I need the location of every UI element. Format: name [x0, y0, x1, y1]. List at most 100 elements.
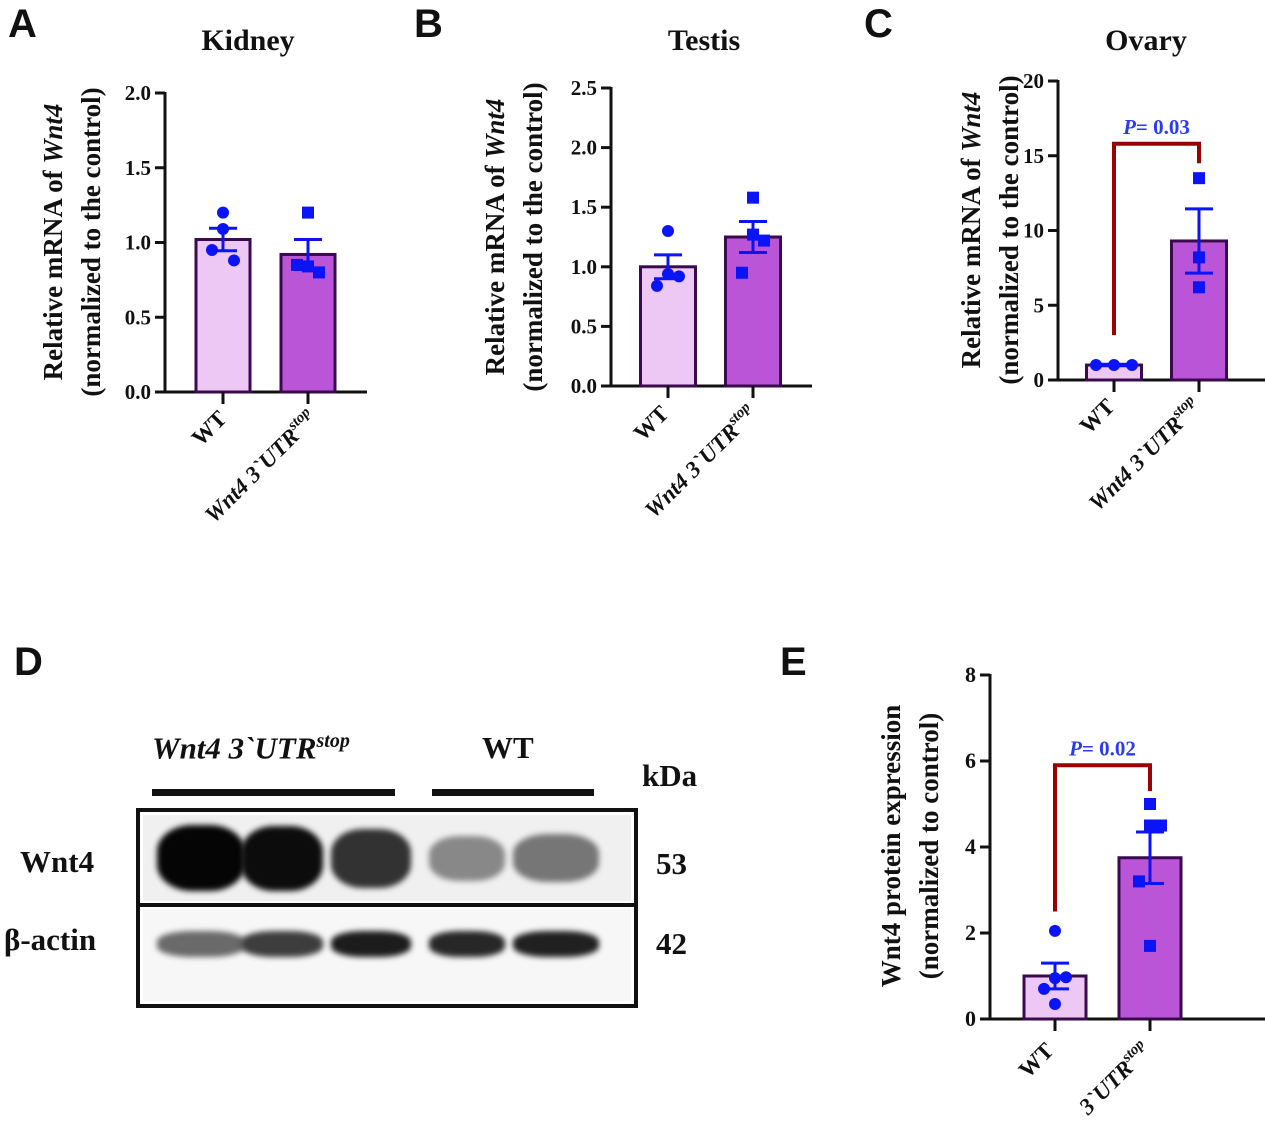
blot-group-mutant-label: Wnt4 3`UTRstop [152, 730, 350, 766]
y-axis-label-line1: Relative mRNA of Wnt4 [480, 99, 510, 376]
blot-band [513, 834, 599, 882]
blot-frame [136, 808, 638, 1008]
blot-band [241, 826, 323, 891]
y-tick-label: 0 [1034, 368, 1045, 392]
chart-title: Testis [668, 24, 740, 57]
p-value-label: P= 0.02 [1068, 736, 1136, 760]
data-point-circle [1060, 971, 1072, 984]
x-category-text: WT [1075, 394, 1120, 439]
x-category-label-wt: WT [629, 401, 674, 446]
bar-mutant [279, 252, 337, 394]
significance-bracket [1053, 763, 1152, 912]
blot-group-mutant-text: Wnt4 3`UTR [152, 730, 317, 766]
data-point-circle [1126, 359, 1138, 372]
y-tick-label: 0.0 [571, 374, 597, 398]
data-point-square [1144, 939, 1156, 952]
panel-letter-b: B [414, 2, 443, 46]
significance-bracket [1112, 141, 1201, 336]
bar-wt [194, 238, 252, 394]
y-tick-label: 2.0 [125, 81, 151, 105]
x-category-text: WT [187, 406, 232, 451]
bar-mutant [724, 235, 782, 388]
y-axis-label-text: Relative mRNA of [38, 164, 68, 381]
data-point-circle [673, 270, 685, 283]
blot-band [429, 836, 505, 881]
y-tick-label: 15 [1023, 144, 1044, 168]
chart-title: Ovary [1105, 24, 1187, 57]
data-point-circle [1049, 924, 1061, 937]
data-point-square [1155, 819, 1167, 832]
y-tick-label: 0.5 [571, 314, 597, 338]
panel-letter-d: D [14, 640, 43, 684]
x-category-label-mutant: 3`UTRstop [1072, 1036, 1156, 1120]
x-category-text: WT [629, 401, 674, 446]
bar-mutant [1170, 239, 1228, 382]
panel-letter-a: A [8, 2, 37, 46]
blot-strip-wnt4 [143, 815, 631, 901]
y-tick-label: 2.5 [571, 76, 597, 100]
y-tick-label: 6 [965, 748, 976, 773]
chart-b-testis: Testis Relative mRNA of Wnt4 (normalized t… [480, 24, 812, 523]
chart-e-protein: Wnt4 protein expression (normalized to co… [876, 662, 1265, 1120]
x-category-text: 3`UTR [1073, 1056, 1137, 1120]
blot-band [429, 931, 505, 957]
y-axis-label-line1: Relative mRNA of Wnt4 [38, 104, 68, 381]
y-tick-label: 5 [1034, 293, 1045, 317]
data-point-square [1144, 798, 1156, 810]
bar-wt [639, 265, 697, 388]
blot-group-mutant-sup: stop [316, 730, 350, 752]
p-value-symbol: P [1122, 115, 1136, 139]
panel-letter-c: C [864, 2, 893, 46]
x-category-label-wt: WT [1075, 394, 1120, 439]
blot-band [157, 931, 245, 957]
blot-kda-wnt4: 53 [656, 846, 687, 881]
y-tick-label: 4 [965, 834, 976, 859]
data-point-square [758, 234, 770, 247]
y-axis-label-text: Relative mRNA of [480, 159, 510, 376]
data-point-circle [228, 254, 240, 267]
y-tick-label: 1.0 [125, 231, 151, 255]
y-tick-label: 1.0 [571, 255, 597, 279]
data-point-square [1193, 172, 1205, 185]
data-point-square [1133, 875, 1145, 888]
y-tick-label: 1.5 [571, 195, 597, 219]
y-axis-label-line2: (normalized to the control) [994, 75, 1024, 384]
y-tick-label: 2 [965, 920, 976, 945]
data-point-circle [651, 279, 663, 292]
y-axis-label-text: Relative mRNA of [956, 152, 986, 369]
panel-letter-e: E [780, 640, 807, 684]
data-point-square [736, 266, 748, 279]
data-point-square [302, 206, 314, 219]
western-blot-panel: Wnt4 3`UTRstop WT kDa Wnt4 53 β-actin 42 [0, 700, 760, 1020]
x-category-label-wt: WT [187, 406, 232, 451]
y-tick-label: 2.0 [571, 136, 597, 160]
blot-band [513, 931, 599, 957]
blot-band [331, 829, 411, 888]
blot-group-wt-line [432, 789, 594, 796]
y-axis-label-line2: (normalized to the control) [76, 87, 106, 396]
blot-row-label-wnt4: Wnt4 [20, 844, 95, 879]
blot-group-wt-label: WT [482, 730, 534, 765]
blot-strip-divider [140, 903, 634, 907]
y-tick-label: 0 [965, 1006, 976, 1031]
blot-strip-actin [143, 909, 631, 1001]
y-axis-label-gene: Wnt4 [956, 92, 986, 152]
data-point-circle [1090, 359, 1102, 372]
y-axis-label-line2: (normalized to the control) [518, 82, 548, 391]
blot-band [241, 931, 323, 957]
p-value-label: P= 0.03 [1122, 115, 1190, 139]
data-point-circle [217, 206, 229, 219]
p-value-number: = 0.02 [1082, 736, 1136, 760]
data-point-square [1193, 281, 1205, 294]
blot-kda-label: kDa [642, 758, 698, 793]
p-value-symbol: P [1068, 736, 1082, 760]
chart-c-ovary: Ovary Relative mRNA of Wnt4 (normalized to… [956, 24, 1265, 516]
y-axis-label-line2: (normalized to control) [914, 713, 944, 979]
data-point-circle [1049, 997, 1061, 1010]
blot-row-label-actin: β-actin [4, 922, 97, 957]
data-point-square [1144, 819, 1156, 832]
blot-group-mutant-line [152, 789, 395, 796]
chart-title: Kidney [201, 24, 294, 57]
y-axis-label-line1: Relative mRNA of Wnt4 [956, 92, 986, 369]
y-tick-label: 1.5 [125, 156, 151, 180]
